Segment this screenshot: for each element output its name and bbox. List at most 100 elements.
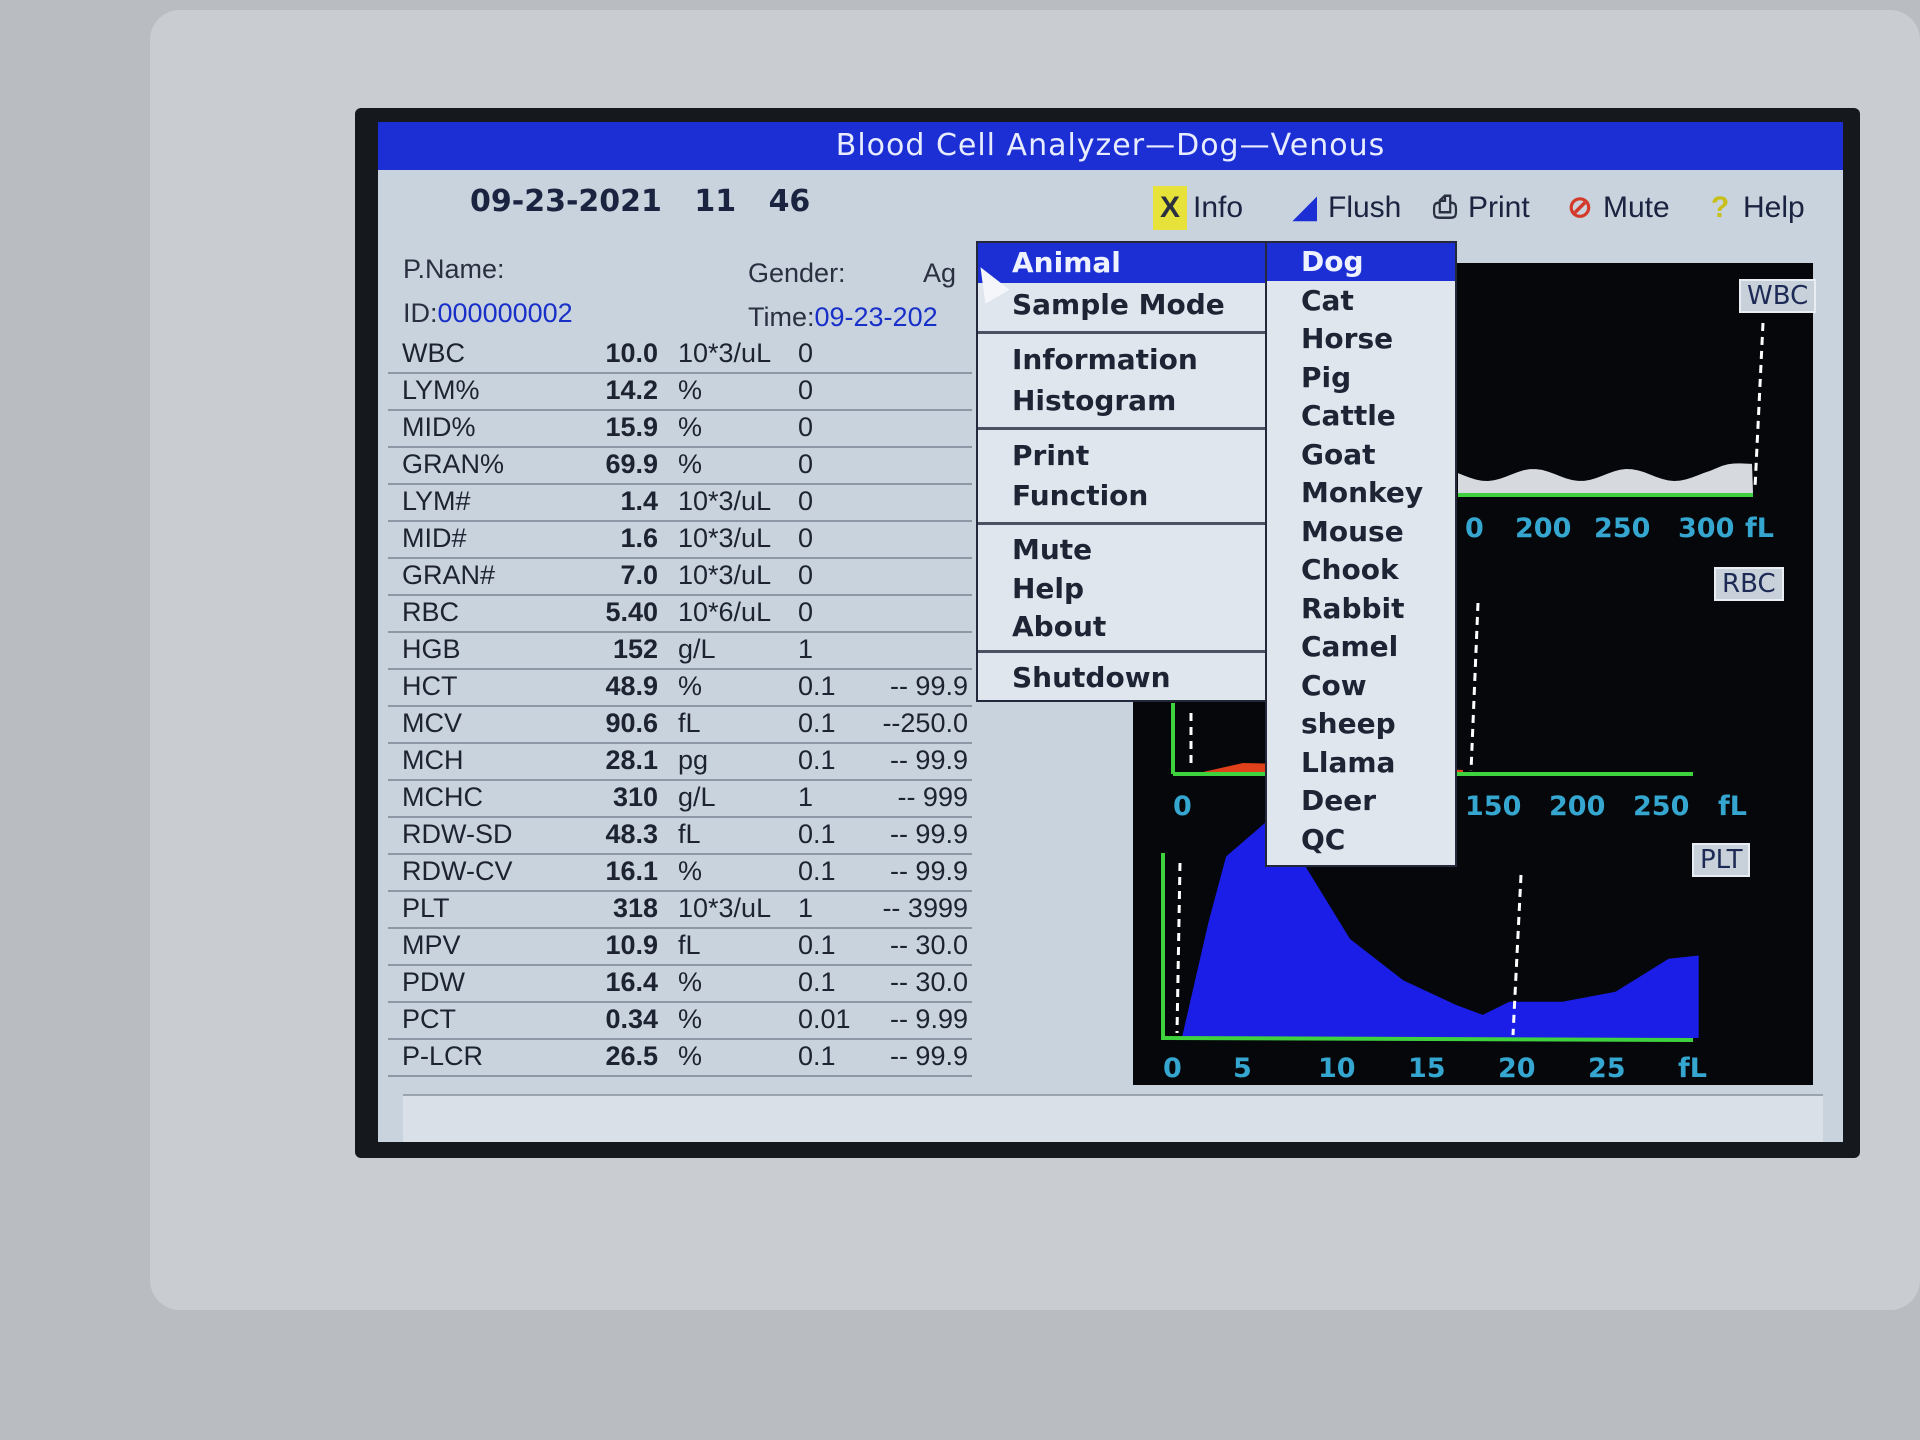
rbc-tick-label: 200 (1549, 791, 1606, 822)
mute-button[interactable]: ⊘ Mute (1563, 186, 1669, 230)
result-value: 90.6 (605, 708, 658, 738)
rbc-tick-label: 150 (1465, 791, 1522, 822)
animal-option-horse[interactable]: Horse (1301, 322, 1394, 355)
result-row-pdw: PDW 16.4% 0.1 -- 30.0 (388, 965, 972, 1003)
menu-item-help[interactable]: Help (1012, 572, 1085, 605)
plt-x-axis (1162, 1036, 1694, 1042)
result-name: LYM# (402, 486, 471, 516)
info-button[interactable]: X Info (1153, 186, 1243, 230)
animal-option-monkey[interactable]: Monkey (1301, 476, 1424, 509)
result-name: MID# (402, 523, 467, 553)
result-unit: pg (678, 745, 709, 775)
result-value: 152 (612, 634, 658, 664)
animal-option-cow[interactable]: Cow (1301, 668, 1367, 702)
menu-item-function[interactable]: Function (1012, 479, 1149, 512)
result-lo: 0.01 (798, 1004, 851, 1034)
result-unit: 10*3/uL (678, 893, 772, 923)
result-value: 1.6 (620, 523, 658, 553)
animal-option-chook[interactable]: Chook (1301, 553, 1399, 586)
result-lo: 0 (798, 560, 814, 590)
menu-separator (978, 522, 1265, 525)
result-lo: 0 (798, 597, 814, 627)
id-value: 000000002 (437, 298, 573, 328)
result-lo: 1 (798, 893, 814, 923)
menu-item-sample-mode[interactable]: Sample Mode (1012, 288, 1225, 321)
animal-option-cat[interactable]: Cat (1301, 283, 1354, 317)
result-name: PCT (402, 1004, 456, 1034)
wbc-tick-label: 300 (1678, 513, 1735, 544)
result-value: 14.2 (605, 375, 658, 405)
result-unit: 10*6/uL (678, 597, 772, 627)
animal-option-camel[interactable]: Camel (1301, 630, 1399, 663)
result-row-rbc: RBC 5.40 10*6/uL 0 (388, 595, 972, 633)
menu-item-information[interactable]: Information (1012, 343, 1198, 376)
plt-tick-label: 0 (1163, 1053, 1182, 1084)
main-menu: Animal Sample Mode Information Histogram… (976, 241, 1267, 702)
animal-option-llama[interactable]: Llama (1301, 745, 1396, 779)
result-lo: 0.1 (798, 708, 836, 738)
result-value: 10.0 (605, 338, 658, 368)
rbc-tick-label: 250 (1633, 791, 1690, 822)
result-unit: % (678, 449, 703, 479)
menu-item-histogram[interactable]: Histogram (1012, 384, 1177, 417)
result-row-mid-: MID% 15.9% 0 (388, 410, 972, 448)
help-button[interactable]: ? Help (1703, 186, 1805, 230)
result-unit: % (678, 1004, 703, 1034)
result-unit: fL (678, 930, 701, 960)
menu-item-about[interactable]: About (1012, 610, 1107, 643)
result-lo: 0.1 (798, 671, 836, 701)
result-value: 5.40 (605, 597, 658, 627)
result-name: GRAN# (402, 560, 496, 590)
result-unit: % (678, 1041, 703, 1071)
result-row-p-lcr: P-LCR 26.5% 0.1 -- 99.9 (388, 1039, 972, 1077)
result-lo: 0 (798, 449, 814, 479)
animal-option-dog[interactable]: Dog (1267, 243, 1455, 281)
plt-discriminator-line (1175, 862, 1182, 1034)
result-row-gran-: GRAN% 69.9% 0 (388, 447, 972, 485)
result-row-mcv: MCV 90.6 fL 0.1 --250.0 (388, 706, 972, 744)
animal-option-mouse[interactable]: Mouse (1301, 514, 1404, 548)
flush-button[interactable]: ◢ Flush (1288, 186, 1401, 230)
result-unit: 10*3/uL (678, 560, 772, 590)
result-value: 318 (612, 893, 658, 923)
menu-item-print[interactable]: Print (1012, 439, 1090, 472)
result-lo: 0.1 (798, 930, 836, 960)
menu-item-shutdown[interactable]: Shutdown (1012, 661, 1171, 694)
mute-icon: ⊘ (1567, 191, 1593, 224)
result-row-hct: HCT 48.9% 0.1 -- 99.9 (388, 669, 972, 707)
result-lo: 0 (798, 523, 814, 553)
menu-item-animal[interactable]: Animal (978, 243, 1265, 283)
result-name: MCHC (402, 782, 483, 812)
print-button[interactable]: ⎙ Print (1428, 186, 1530, 230)
result-lo: 1 (798, 634, 814, 664)
wbc-histogram-curve (1458, 463, 1753, 493)
time-label: Time: (748, 302, 815, 332)
plt-tick-label: 15 (1408, 1053, 1446, 1084)
result-row-mch: MCH 28.1 pg 0.1 -- 99.9 (388, 743, 972, 781)
wbc-histogram-label: WBC (1739, 279, 1817, 313)
animal-option-goat[interactable]: Goat (1301, 437, 1376, 471)
animal-option-sheep[interactable]: sheep (1301, 707, 1396, 740)
animal-option-cattle[interactable]: Cattle (1301, 399, 1396, 432)
result-unit: % (678, 412, 703, 442)
animal-submenu: Dog Cat Horse Pig Cattle Goat Monkey Mouse Chook… (1265, 241, 1457, 867)
result-hi: -- 99.9 (889, 1041, 968, 1071)
animal-option-rabbit[interactable]: Rabbit (1301, 591, 1405, 625)
result-name: MCH (402, 745, 464, 775)
result-hi: -- 99.9 (889, 856, 968, 886)
plt-tick-label: 10 (1318, 1053, 1356, 1084)
rbc-tick-label: 0 (1173, 791, 1192, 822)
animal-option-pig[interactable]: Pig (1301, 360, 1352, 394)
printer-icon: ⎙ (1433, 191, 1457, 224)
result-row-pct: PCT 0.34% 0.01 -- 9.99 (388, 1002, 972, 1040)
minute: 46 (768, 184, 811, 219)
result-value: 15.9 (605, 412, 658, 442)
result-name: MCV (402, 708, 462, 738)
hour: 11 (694, 184, 737, 219)
result-lo: 0 (798, 486, 814, 516)
menu-item-mute[interactable]: Mute (1012, 533, 1093, 566)
result-name: RBC (402, 597, 460, 627)
animal-option-deer[interactable]: Deer (1301, 784, 1377, 817)
result-value: 10.9 (605, 930, 658, 960)
animal-option-qc[interactable]: QC (1301, 822, 1346, 856)
